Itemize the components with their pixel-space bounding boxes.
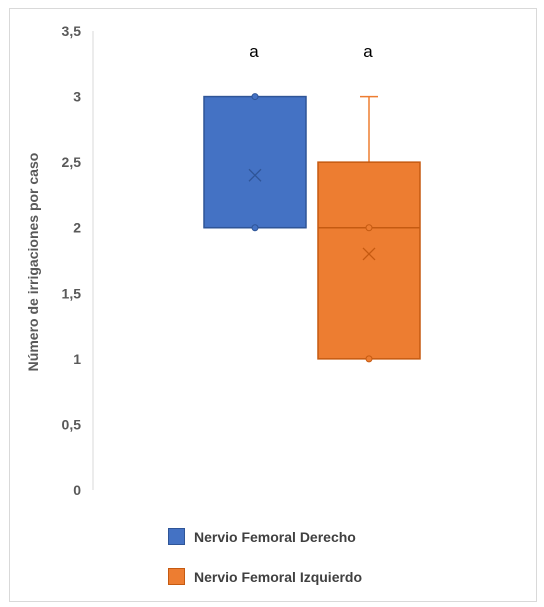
y-tick-label: 1,5: [62, 285, 82, 301]
mean-marker: [248, 168, 262, 182]
box-group: a: [317, 42, 421, 363]
mean-marker: [362, 247, 376, 261]
legend-swatch-derecho: [168, 528, 185, 545]
box-rect: [317, 161, 421, 360]
significance-label: a: [363, 42, 373, 61]
box-group: a: [203, 42, 307, 232]
data-point: [365, 224, 373, 232]
data-point: [365, 355, 373, 363]
y-tick-label: 0: [73, 482, 81, 498]
legend-label-derecho: Nervio Femoral Derecho: [194, 528, 356, 545]
box-rect: [203, 95, 307, 229]
legend-label-izquierdo: Nervio Femoral Izquierdo: [194, 568, 363, 585]
legend-swatch-izquierdo: [168, 568, 185, 585]
y-tick-label: 2,5: [62, 154, 82, 170]
y-tick-label: 2: [73, 220, 81, 236]
legend-item-derecho: Nervio Femoral Derecho: [168, 528, 356, 545]
y-tick-label: 1: [73, 351, 81, 367]
y-tick-label: 3,5: [62, 23, 82, 39]
y-axis-label: Número de irrigaciones por caso: [25, 153, 41, 372]
y-tick-label: 3: [73, 89, 81, 105]
significance-label: a: [249, 42, 259, 61]
data-point: [251, 93, 259, 101]
data-point: [251, 224, 259, 232]
legend-item-izquierdo: Nervio Femoral Izquierdo: [168, 568, 362, 585]
y-tick-label: 0,5: [62, 416, 82, 432]
